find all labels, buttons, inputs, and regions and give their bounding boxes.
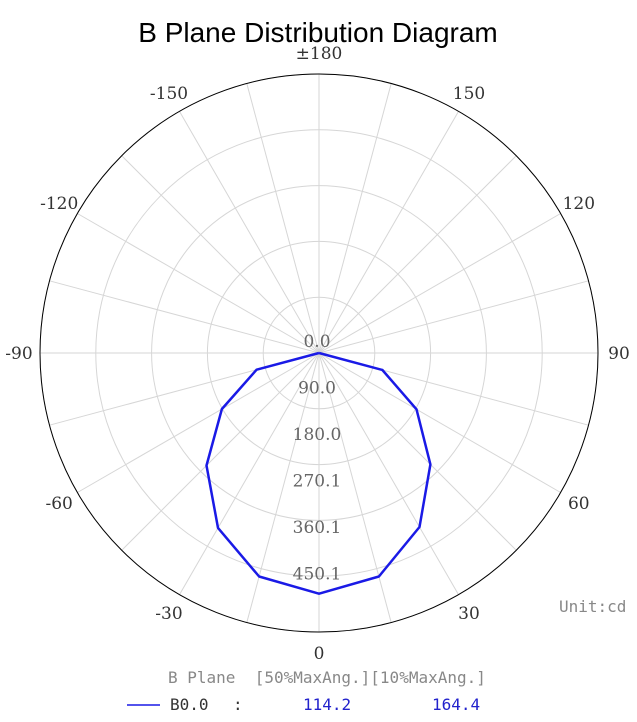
series-layer: [205, 351, 432, 595]
angle-label: -60: [46, 494, 73, 514]
angle-label: 120: [563, 194, 595, 214]
grid-spoke: [318, 155, 517, 354]
radial-tick-label: 90.0: [298, 379, 336, 399]
grid-spoke: [318, 352, 459, 595]
radial-tick-label: 450.1: [293, 565, 342, 585]
outer-circle: [39, 73, 599, 633]
legend-tenth-max-angle: 164.4: [432, 695, 480, 714]
radial-tick-label: 0.0: [303, 332, 330, 352]
angle-label: -90: [5, 344, 32, 364]
radial-tick-labels: 0.0 90.0 180.0 270.1 360.1 450.1: [293, 332, 342, 585]
grid-spoke: [318, 280, 589, 354]
grid-spoke: [77, 213, 320, 354]
angle-label: 30: [458, 604, 480, 624]
angle-label: -120: [40, 194, 78, 214]
grid-spoke: [121, 155, 320, 354]
unit-label: Unit:cd: [559, 597, 626, 616]
angle-label: 150: [453, 84, 485, 104]
angle-label: ±180: [296, 44, 343, 64]
legend-half-max-angle: 114.2: [303, 695, 351, 714]
grid-spoke: [49, 280, 320, 354]
grid-spoke: [318, 83, 392, 354]
angle-label: -30: [155, 604, 182, 624]
radial-tick-label: 270.1: [293, 472, 342, 492]
chart-title: B Plane Distribution Diagram: [138, 17, 498, 48]
legend-series-name: B0.0: [170, 695, 209, 714]
grid-spoke: [77, 352, 320, 493]
legend: B Plane [50%MaxAng.][10%MaxAng.] B0.0 : …: [127, 668, 486, 714]
grid-spoke: [318, 352, 561, 493]
angle-label: 0: [314, 644, 325, 664]
grid-spoke: [318, 111, 459, 354]
angle-label: 60: [568, 494, 590, 514]
grid-spoke: [246, 83, 320, 354]
radial-tick-label: 180.0: [293, 425, 342, 445]
grid-spoke: [179, 352, 320, 595]
angle-labels: ±180 150 120 90 60 30 0 -30 -60 -90 -120 -150: [5, 44, 630, 664]
grid-spoke: [179, 111, 320, 354]
polar-grid: [39, 73, 599, 633]
angle-label: -150: [150, 84, 188, 104]
radial-tick-label: 360.1: [293, 518, 342, 538]
grid-spoke: [318, 352, 517, 551]
legend-header: B Plane [50%MaxAng.][10%MaxAng.]: [168, 668, 486, 687]
angle-label: 90: [608, 344, 630, 364]
grid-spoke: [121, 352, 320, 551]
legend-separator: :: [233, 695, 243, 714]
grid-spoke: [318, 213, 561, 354]
